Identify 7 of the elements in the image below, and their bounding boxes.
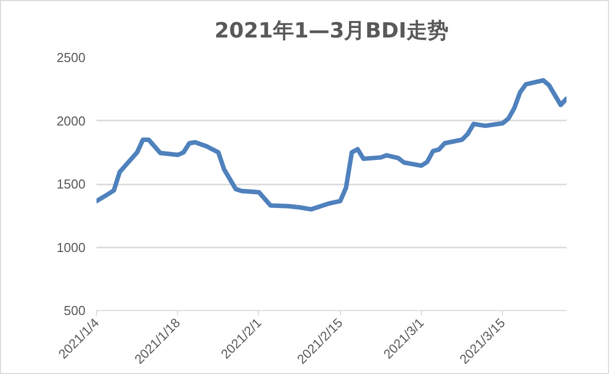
y-tick-label: 2500	[56, 50, 86, 65]
y-tick-label: 500	[64, 303, 86, 318]
y-tick-label: 1000	[56, 240, 86, 255]
line-series	[96, 78, 566, 212]
chart-title: 2021年1—3月BDI走势	[214, 18, 448, 42]
y-tick-label: 2000	[56, 113, 86, 128]
y-tick-label: 1500	[56, 176, 86, 192]
